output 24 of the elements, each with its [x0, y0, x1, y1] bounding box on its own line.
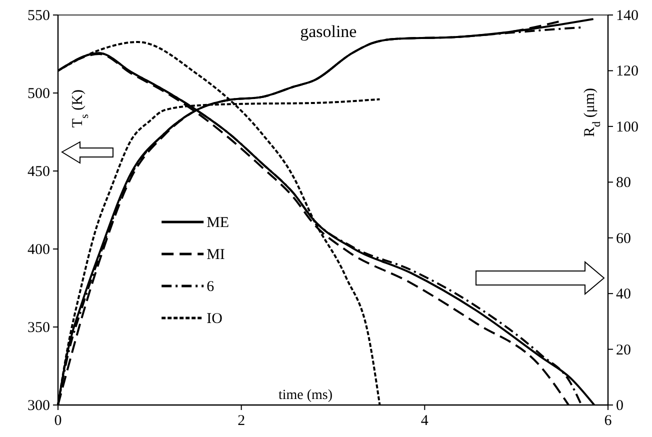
- y-tick-label: 450: [28, 164, 50, 180]
- legend-label: IO: [206, 311, 223, 327]
- x-tick-label: 4: [420, 413, 429, 429]
- legend-label: MI: [206, 247, 225, 263]
- y-tick-label: 300: [28, 398, 50, 414]
- y2-tick-label: 60: [616, 230, 631, 247]
- y2-tick-label: 80: [616, 175, 631, 192]
- y2-tick-label: 140: [616, 8, 638, 24]
- y2-tick-label: 20: [616, 342, 631, 358]
- x-tick-label: 6: [604, 413, 612, 429]
- legend-label: ME: [206, 215, 230, 231]
- chart-title: gasoline: [300, 22, 357, 41]
- y-tick-label: 500: [28, 86, 50, 102]
- y2-tick-label: 40: [616, 286, 631, 303]
- y2-tick-label: 100: [616, 119, 638, 136]
- y-tick-label: 400: [28, 242, 50, 258]
- y2-tick-label: 0: [616, 398, 624, 414]
- x-tick-label: 0: [54, 413, 62, 429]
- x-axis-title: time (ms): [278, 388, 333, 403]
- y-tick-label: 550: [28, 8, 50, 24]
- y-tick-label: 350: [28, 320, 50, 336]
- y2-tick-label: 120: [616, 64, 638, 80]
- legend-label: 6: [206, 279, 215, 295]
- x-tick-label: 2: [238, 413, 246, 429]
